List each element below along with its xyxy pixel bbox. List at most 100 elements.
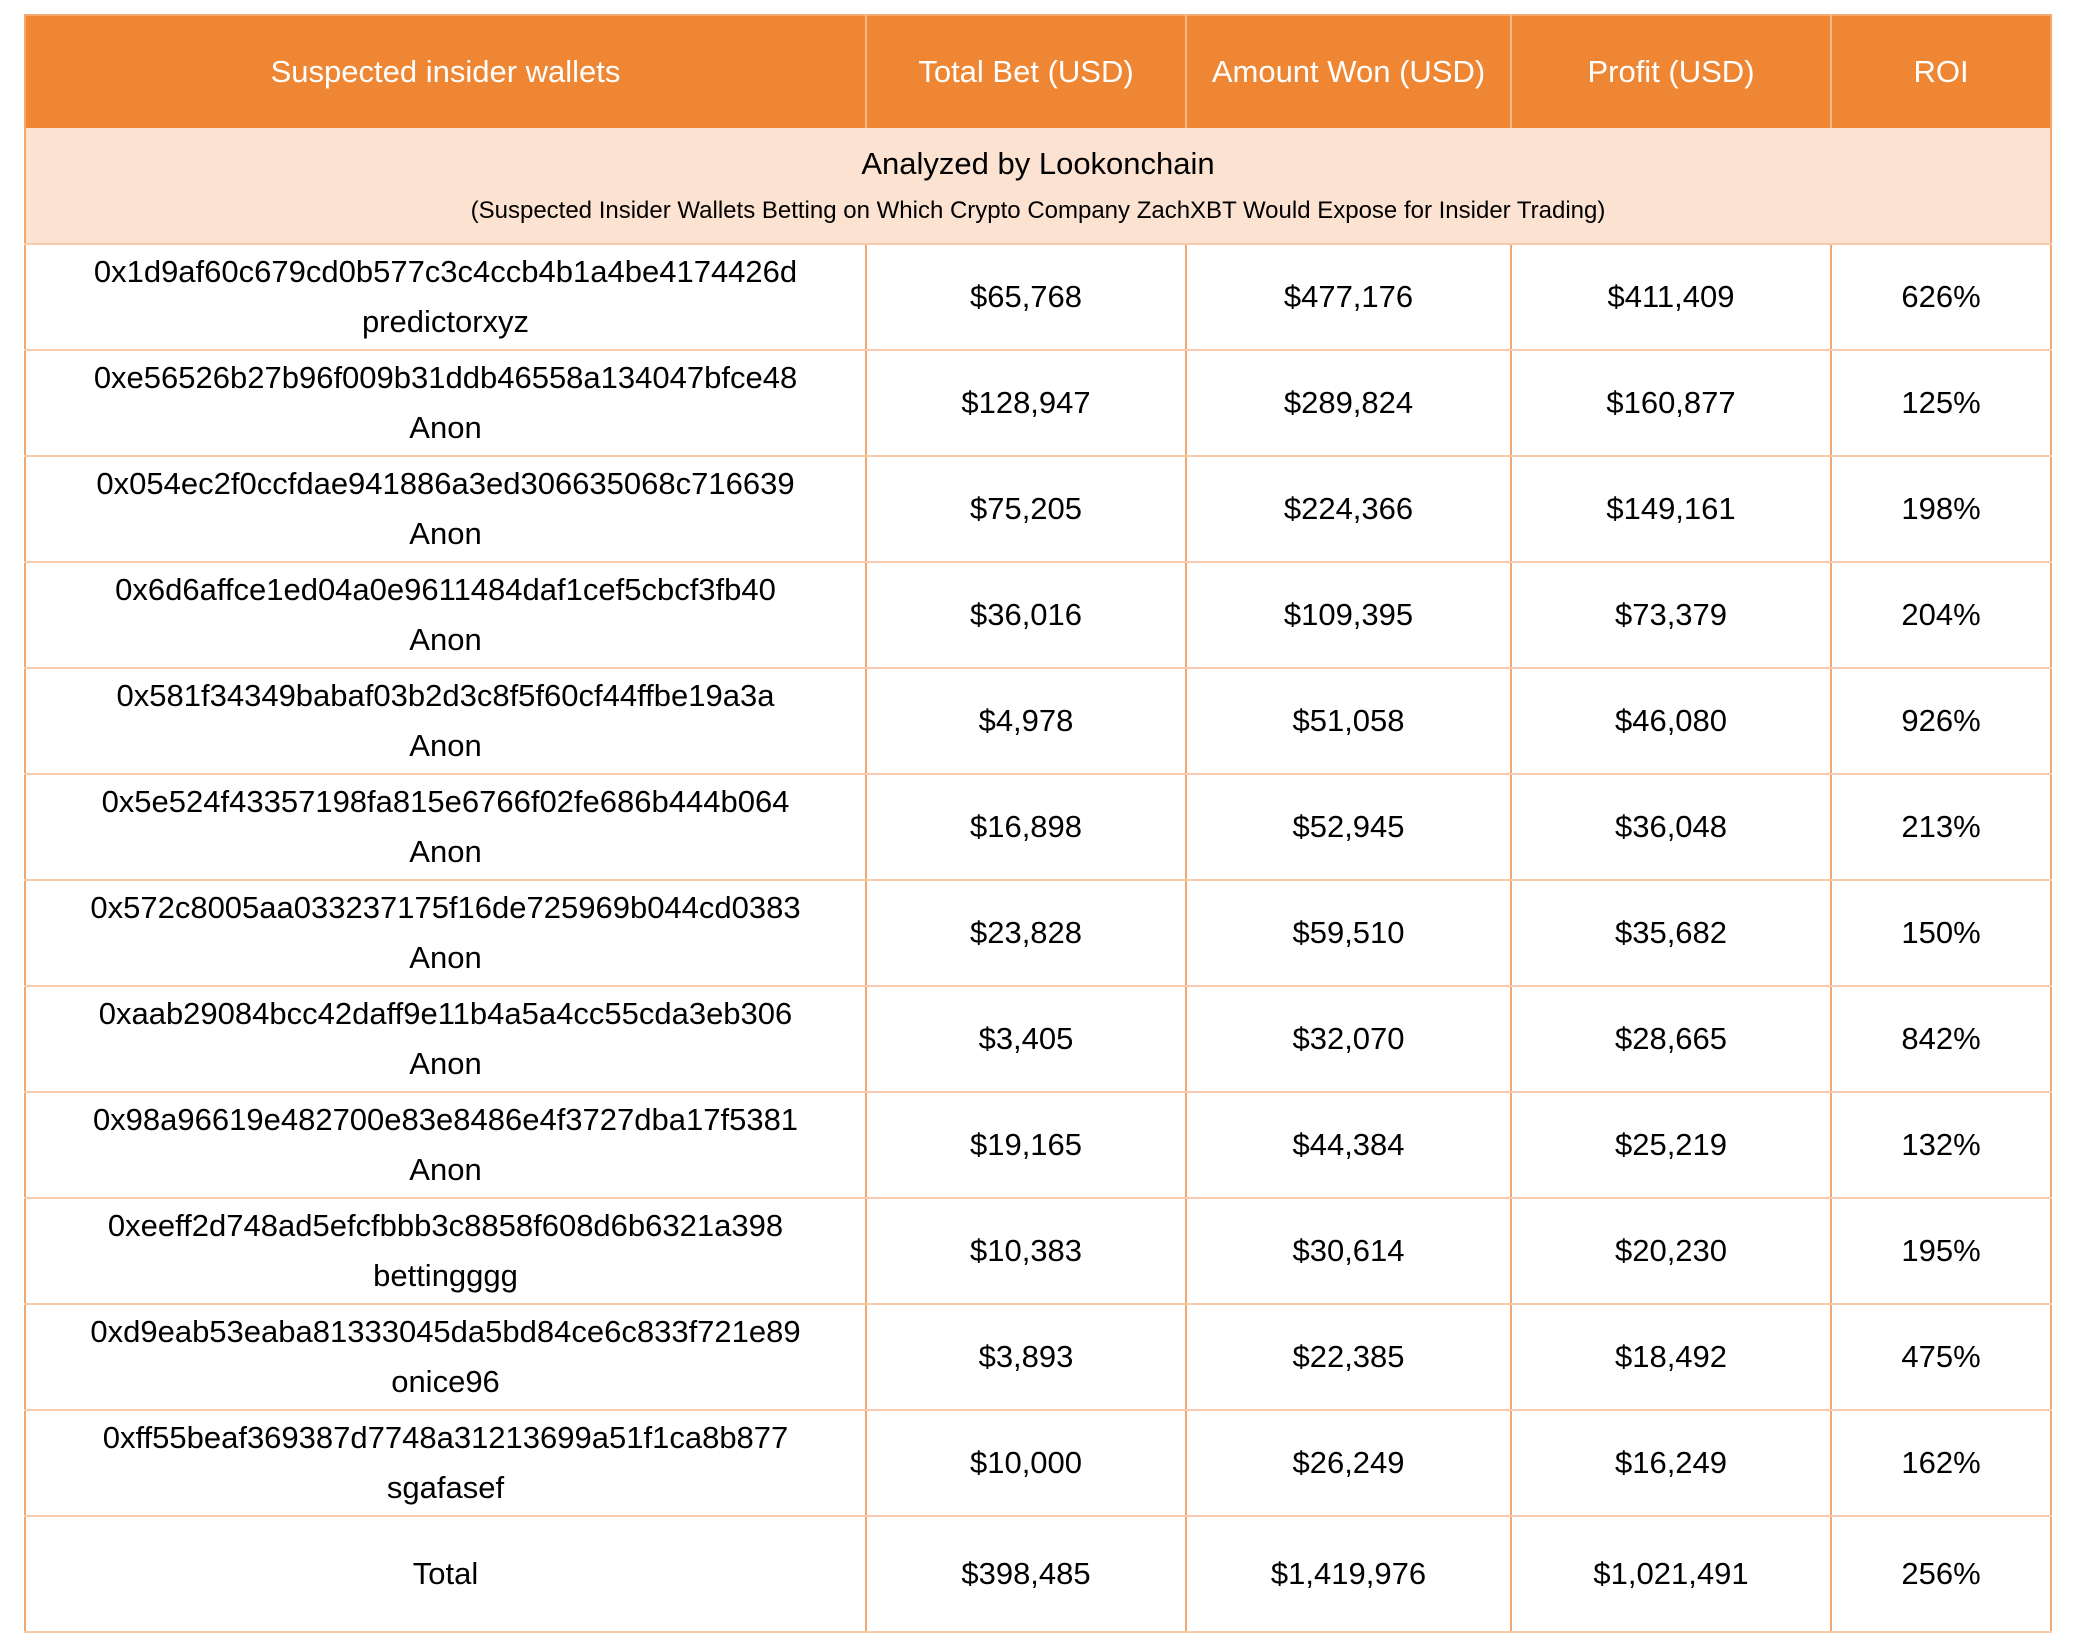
amount-won-value: $289,824 (1185, 349, 1512, 457)
total-bet-value: $10,383 (865, 1197, 1187, 1305)
table-row: 0xff55beaf369387d7748a31213699a51f1ca8b8… (24, 1409, 2052, 1517)
total-bet-value: $3,405 (865, 985, 1187, 1093)
wallet-name: Anon (409, 621, 482, 657)
total-bet-value: $75,205 (865, 455, 1187, 563)
wallet-cell: 0xaab29084bcc42daff9e11b4a5a4cc55cda3eb3… (24, 985, 867, 1093)
profit-value: $160,877 (1510, 349, 1832, 457)
roi-value: 926% (1830, 667, 2052, 775)
profit-value: $46,080 (1510, 667, 1832, 775)
roi-value: 150% (1830, 879, 2052, 987)
profit-value: $149,161 (1510, 455, 1832, 563)
total-bet-value: $65,768 (865, 243, 1187, 351)
wallet-name: Anon (409, 939, 482, 975)
wallet-cell: 0xff55beaf369387d7748a31213699a51f1ca8b8… (24, 1409, 867, 1517)
total-bet-value: $4,978 (865, 667, 1187, 775)
wallet-cell: 0x581f34349babaf03b2d3c8f5f60cf44ffbe19a… (24, 667, 867, 775)
col-header-profit: Profit (USD) (1511, 15, 1832, 128)
total-bet-value: $23,828 (865, 879, 1187, 987)
roi-value: 626% (1830, 243, 2052, 351)
amount-won-value: $22,385 (1185, 1303, 1512, 1411)
wallet-address: 0x5e524f43357198fa815e6766f02fe686b444b0… (101, 783, 790, 819)
total-label: Total (24, 1515, 867, 1633)
profit-value: $411,409 (1510, 243, 1832, 351)
wallet-address: 0xe56526b27b96f009b31ddb46558a134047bfce… (93, 359, 798, 395)
wallet-address: 0x572c8005aa033237175f16de725969b044cd03… (90, 889, 801, 925)
amount-won-value: $224,366 (1185, 455, 1512, 563)
amount-won-value: $32,070 (1185, 985, 1512, 1093)
wallet-name: Anon (409, 727, 482, 763)
col-header-amount-won: Amount Won (USD) (1186, 15, 1512, 128)
attribution-cell: Analyzed by Lookonchain (Suspected Insid… (25, 128, 2051, 245)
roi-value: 204% (1830, 561, 2052, 669)
amount-won-value: $51,058 (1185, 667, 1512, 775)
wallet-name: Anon (409, 833, 482, 869)
amount-won-value: $30,614 (1185, 1197, 1512, 1305)
roi-value: 213% (1830, 773, 2052, 881)
table-header-row: Suspected insider wallets Total Bet (USD… (25, 15, 2052, 128)
wallet-name: sgafasef (386, 1469, 505, 1505)
attribution-row: Analyzed by Lookonchain (Suspected Insid… (25, 128, 2051, 245)
wallet-cell: 0x98a96619e482700e83e8486e4f3727dba17f53… (24, 1091, 867, 1199)
table-row: 0x581f34349babaf03b2d3c8f5f60cf44ffbe19a… (24, 667, 2052, 775)
col-header-total-bet: Total Bet (USD) (866, 15, 1187, 128)
roi-value: 475% (1830, 1303, 2052, 1411)
total-bet-value: $10,000 (865, 1409, 1187, 1517)
wallet-address: 0xff55beaf369387d7748a31213699a51f1ca8b8… (102, 1419, 789, 1455)
roi-value: 162% (1830, 1409, 2052, 1517)
table-row: 0x572c8005aa033237175f16de725969b044cd03… (24, 879, 2052, 987)
profit-value: $36,048 (1510, 773, 1832, 881)
amount-won-value: $44,384 (1185, 1091, 1512, 1199)
wallet-cell: 0x572c8005aa033237175f16de725969b044cd03… (24, 879, 867, 987)
profit-value: $28,665 (1510, 985, 1832, 1093)
attribution-title: Analyzed by Lookonchain (861, 145, 1215, 181)
wallet-address: 0xaab29084bcc42daff9e11b4a5a4cc55cda3eb3… (98, 995, 793, 1031)
profit-value: $16,249 (1510, 1409, 1832, 1517)
wallet-name: predictorxyz (361, 303, 530, 339)
wallet-address: 0xd9eab53eaba81333045da5bd84ce6c833f721e… (90, 1313, 801, 1349)
amount-won-value: $59,510 (1185, 879, 1512, 987)
amount-won-value: $52,945 (1185, 773, 1512, 881)
table-row: 0x98a96619e482700e83e8486e4f3727dba17f53… (24, 1091, 2052, 1199)
total-bet-value: $3,893 (865, 1303, 1187, 1411)
insider-wallets-table: Suspected insider wallets Total Bet (USD… (24, 14, 2052, 1633)
total-bet-value: $16,898 (865, 773, 1187, 881)
wallet-cell: 0x1d9af60c679cd0b577c3c4ccb4b1a4be417442… (24, 243, 867, 351)
wallet-name: Anon (409, 1151, 482, 1187)
wallet-cell: 0xd9eab53eaba81333045da5bd84ce6c833f721e… (24, 1303, 867, 1411)
wallet-name: Anon (409, 409, 482, 445)
roi-value: 195% (1830, 1197, 2052, 1305)
col-header-roi: ROI (1831, 15, 2052, 128)
table-row: 0x6d6affce1ed04a0e9611484daf1cef5cbcf3fb… (24, 561, 2052, 669)
table-row: 0xaab29084bcc42daff9e11b4a5a4cc55cda3eb3… (24, 985, 2052, 1093)
wallet-name: bettingggg (373, 1257, 518, 1293)
wallet-name: Anon (409, 515, 482, 551)
wallet-cell: 0xeeff2d748ad5efcfbbb3c8858f608d6b6321a3… (24, 1197, 867, 1305)
profit-value: $25,219 (1510, 1091, 1832, 1199)
total-bet-value: $36,016 (865, 561, 1187, 669)
wallet-address: 0xeeff2d748ad5efcfbbb3c8858f608d6b6321a3… (107, 1207, 784, 1243)
profit-value: $20,230 (1510, 1197, 1832, 1305)
roi-value: 842% (1830, 985, 2052, 1093)
table-row: 0x1d9af60c679cd0b577c3c4ccb4b1a4be417442… (24, 243, 2052, 351)
table-row: 0x054ec2f0ccfdae941886a3ed306635068c7166… (24, 455, 2052, 563)
total-bet-total: $398,485 (865, 1515, 1187, 1633)
amount-won-total: $1,419,976 (1185, 1515, 1512, 1633)
wallet-name: onice96 (391, 1363, 500, 1399)
profit-value: $35,682 (1510, 879, 1832, 987)
table-row: 0xeeff2d748ad5efcfbbb3c8858f608d6b6321a3… (24, 1197, 2052, 1305)
wallet-address: 0x581f34349babaf03b2d3c8f5f60cf44ffbe19a… (116, 677, 775, 713)
profit-value: $73,379 (1510, 561, 1832, 669)
table-row: 0x5e524f43357198fa815e6766f02fe686b444b0… (24, 773, 2052, 881)
total-bet-value: $128,947 (865, 349, 1187, 457)
roi-value: 198% (1830, 455, 2052, 563)
wallet-address: 0x1d9af60c679cd0b577c3c4ccb4b1a4be417442… (93, 253, 798, 289)
table-row: 0xe56526b27b96f009b31ddb46558a134047bfce… (24, 349, 2052, 457)
wallet-name: Anon (409, 1045, 482, 1081)
wallet-cell: 0x6d6affce1ed04a0e9611484daf1cef5cbcf3fb… (24, 561, 867, 669)
amount-won-value: $26,249 (1185, 1409, 1512, 1517)
total-row: Total $398,485 $1,419,976 $1,021,491 256… (24, 1515, 2052, 1633)
total-bet-value: $19,165 (865, 1091, 1187, 1199)
profit-value: $18,492 (1510, 1303, 1832, 1411)
wallet-address: 0x98a96619e482700e83e8486e4f3727dba17f53… (92, 1101, 799, 1137)
